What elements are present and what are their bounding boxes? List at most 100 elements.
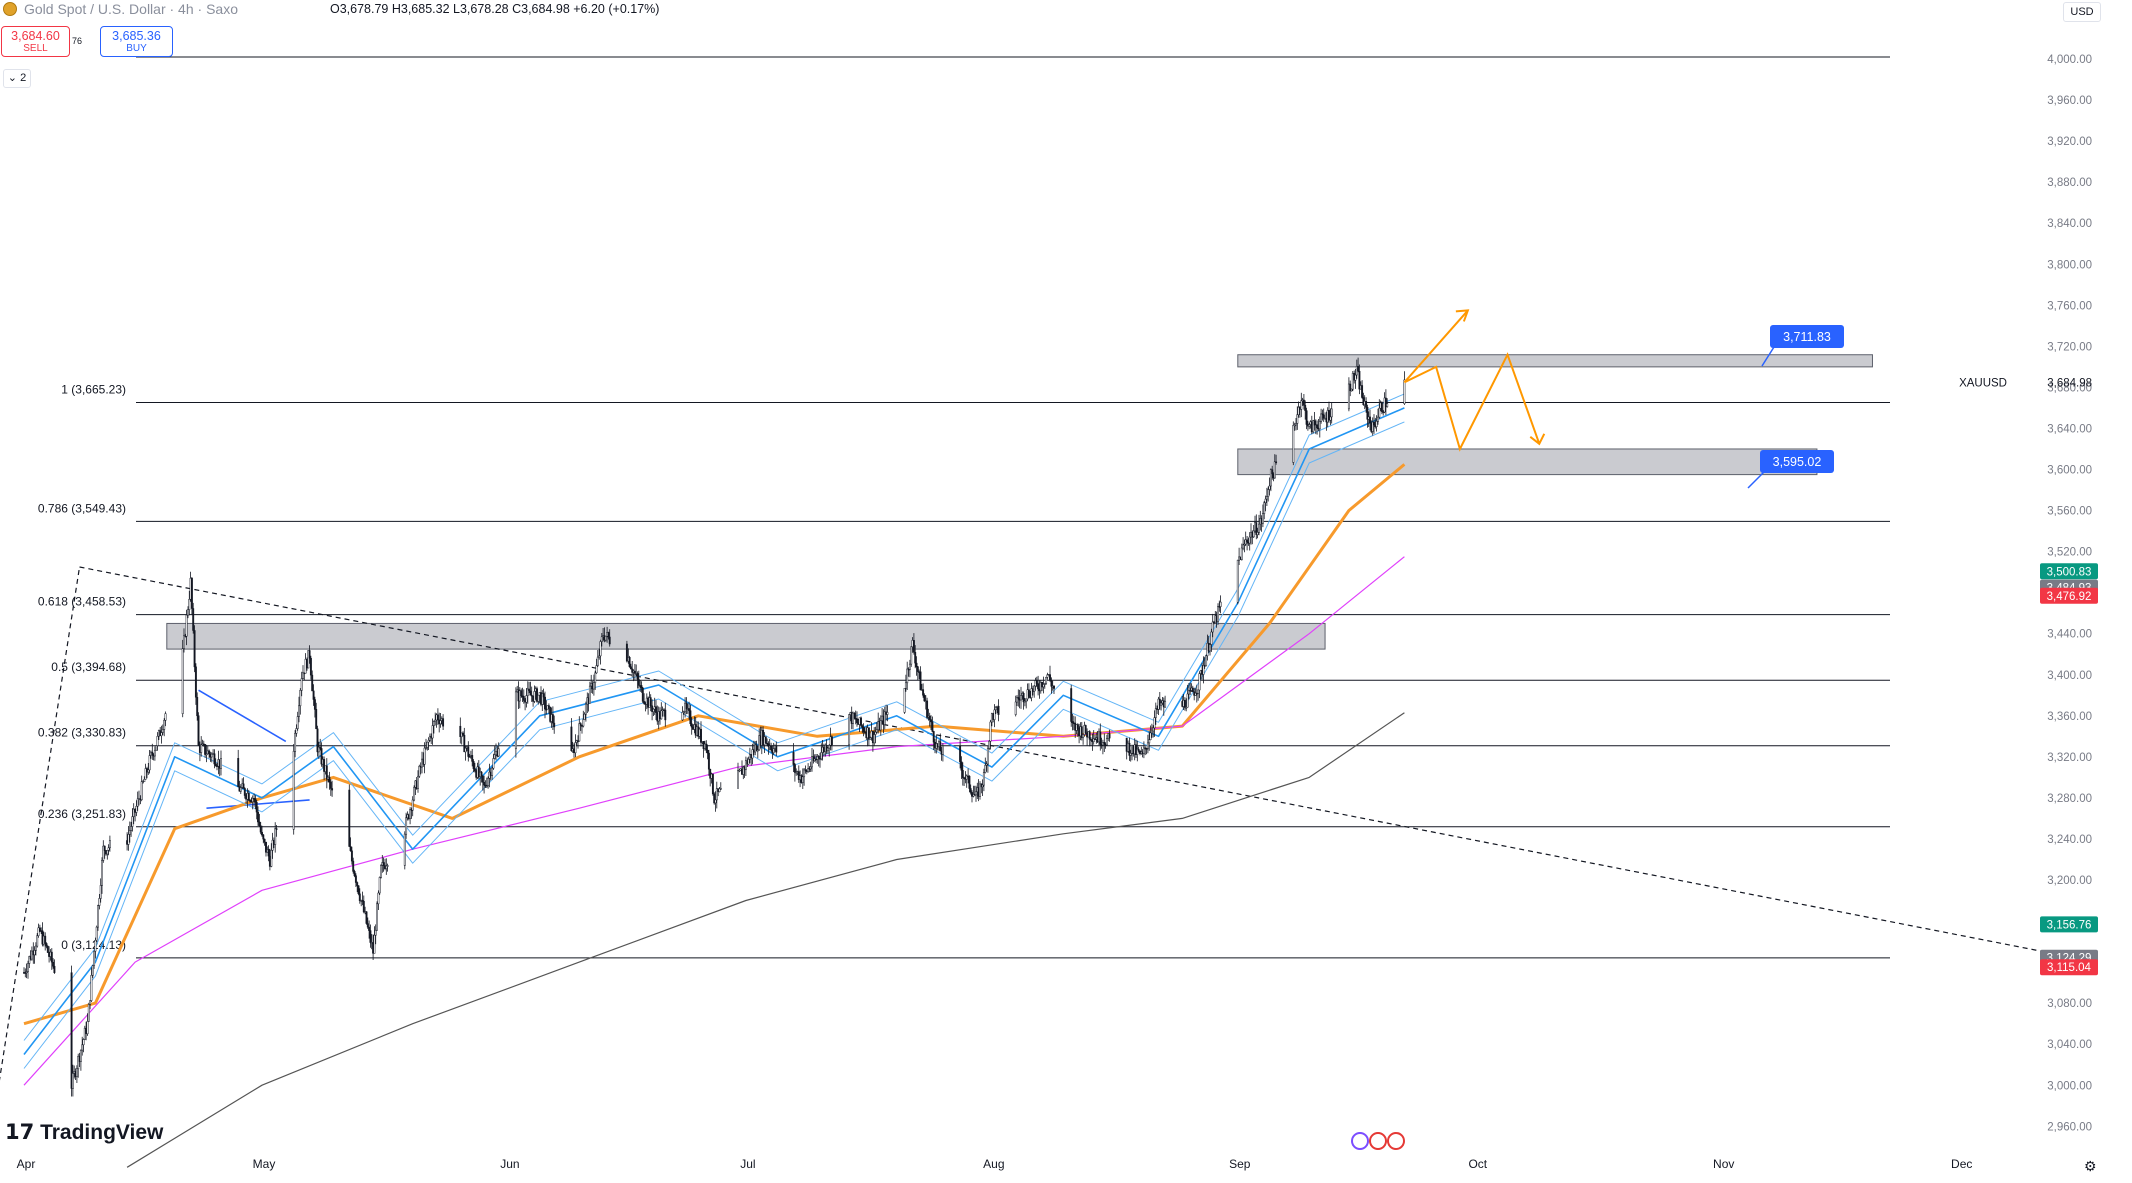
zones-layer <box>136 56 1890 650</box>
candle-body <box>793 764 796 773</box>
candle-body <box>1088 731 1091 740</box>
candle-body <box>923 695 926 702</box>
candle-body <box>1158 698 1161 706</box>
candle-body <box>439 720 442 725</box>
candle-body <box>1128 742 1131 756</box>
candle-body <box>982 772 985 786</box>
candle-body <box>28 956 31 964</box>
candle-body <box>1154 708 1157 718</box>
candle-body <box>436 714 439 721</box>
candle-body <box>826 747 829 752</box>
candle-body <box>220 758 222 769</box>
candle-body <box>107 847 110 851</box>
candle-body <box>631 668 634 673</box>
candle-body <box>737 770 739 789</box>
fib-level-label: 0.236 (3,251.83) <box>38 807 126 821</box>
moving-average-line <box>23 407 1405 1055</box>
candle-body <box>319 746 322 749</box>
candle-body <box>1300 400 1303 410</box>
annotations-layer: 3,711.83 3,595.02 <box>1351 309 1844 1150</box>
candle-body <box>274 828 277 845</box>
candle-body <box>792 752 795 765</box>
flag-event-icon <box>1387 1132 1405 1150</box>
candle-body <box>418 765 421 777</box>
currency-selector[interactable]: USD <box>2063 2 2101 22</box>
candle-body <box>251 798 254 803</box>
candle-body <box>520 690 523 697</box>
indicators-toggle[interactable]: ⌄ 2 <box>3 69 31 88</box>
candle-body <box>1240 547 1243 560</box>
candles-layer <box>23 357 1406 1097</box>
candle-body <box>24 972 27 974</box>
candle-body <box>103 845 106 851</box>
candle-body <box>873 734 876 744</box>
candle-body <box>718 788 721 792</box>
y-tick-label: 3,640.00 <box>2047 423 2092 435</box>
candle-body <box>828 745 831 749</box>
candle-body <box>690 723 693 728</box>
candle-body <box>775 745 778 753</box>
candle-body <box>713 793 716 804</box>
candle-body <box>365 911 368 924</box>
candle-body <box>583 713 586 720</box>
candle-body <box>1350 388 1353 392</box>
candle-body <box>553 722 556 728</box>
candle-body <box>801 776 804 783</box>
time-axis[interactable]: Apr May Jun Jul Aug Sep Oct Nov Dec <box>17 1157 1973 1171</box>
fib-level-label: 0.5 (3,394.68) <box>51 660 126 674</box>
fib-level-label: 0.618 (3,458.53) <box>38 595 126 609</box>
candle-body <box>533 691 536 702</box>
candle-body <box>350 850 353 862</box>
candle-body <box>267 849 270 857</box>
candle-body <box>528 688 531 692</box>
candle-body <box>497 748 500 757</box>
candle-body <box>373 934 376 954</box>
candle-body <box>803 769 806 778</box>
candle-body <box>636 673 639 680</box>
symbol-title[interactable]: Gold Spot / U.S. Dollar · 4h · Saxo <box>24 1 238 17</box>
candle-body <box>1195 692 1198 695</box>
candle-body <box>979 783 981 797</box>
candle-body <box>1035 680 1038 684</box>
candle-body <box>767 743 770 747</box>
candle-body <box>903 688 906 713</box>
tradingview-logo-icon: 𝟭𝟳 <box>5 1121 35 1144</box>
candle-body <box>487 777 490 786</box>
candle-body <box>1354 374 1357 381</box>
candle-body <box>353 871 356 877</box>
candle-body <box>183 635 185 649</box>
candle-body <box>681 711 684 721</box>
candle-body <box>1305 410 1308 425</box>
zone-rect <box>1237 448 1818 476</box>
y-tick-label: 3,920.00 <box>2047 136 2092 148</box>
candle-body <box>71 1073 74 1089</box>
candle-body <box>1377 416 1379 422</box>
price-badge <box>2040 959 2098 976</box>
candle-body <box>382 862 385 866</box>
buy-button[interactable]: 3,685.36 BUY <box>100 26 173 57</box>
candle-body <box>1080 726 1083 738</box>
y-tick-label: 3,520.00 <box>2047 547 2092 559</box>
candle-body <box>181 648 184 714</box>
candle-body <box>707 752 710 770</box>
zone-price-callout <box>1760 450 1834 473</box>
candle-body <box>185 614 188 637</box>
gear-icon[interactable]: ⚙ <box>2084 1158 2097 1174</box>
candle-body <box>380 865 382 878</box>
sell-button[interactable]: 3,684.60 SELL <box>1 26 70 57</box>
candle-body <box>386 865 389 867</box>
candle-body <box>1053 685 1055 689</box>
fib-level-label: 0.382 (3,330.83) <box>38 726 126 740</box>
candle-body <box>1358 370 1361 390</box>
y-tick-label: 3,680.00 <box>2047 382 2092 394</box>
candle-body <box>1275 461 1278 464</box>
candle-body <box>981 784 984 788</box>
candle-body <box>848 714 851 746</box>
y-tick-label: 3,280.00 <box>2047 793 2092 805</box>
candle-body <box>640 685 643 689</box>
candle-body <box>651 705 654 712</box>
candle-body <box>599 641 602 657</box>
price-axis[interactable]: 4,000.00 3,960.00 3,920.00 3,880.00 3,840.00… <box>1959 54 2098 1133</box>
candle-body <box>352 860 355 872</box>
